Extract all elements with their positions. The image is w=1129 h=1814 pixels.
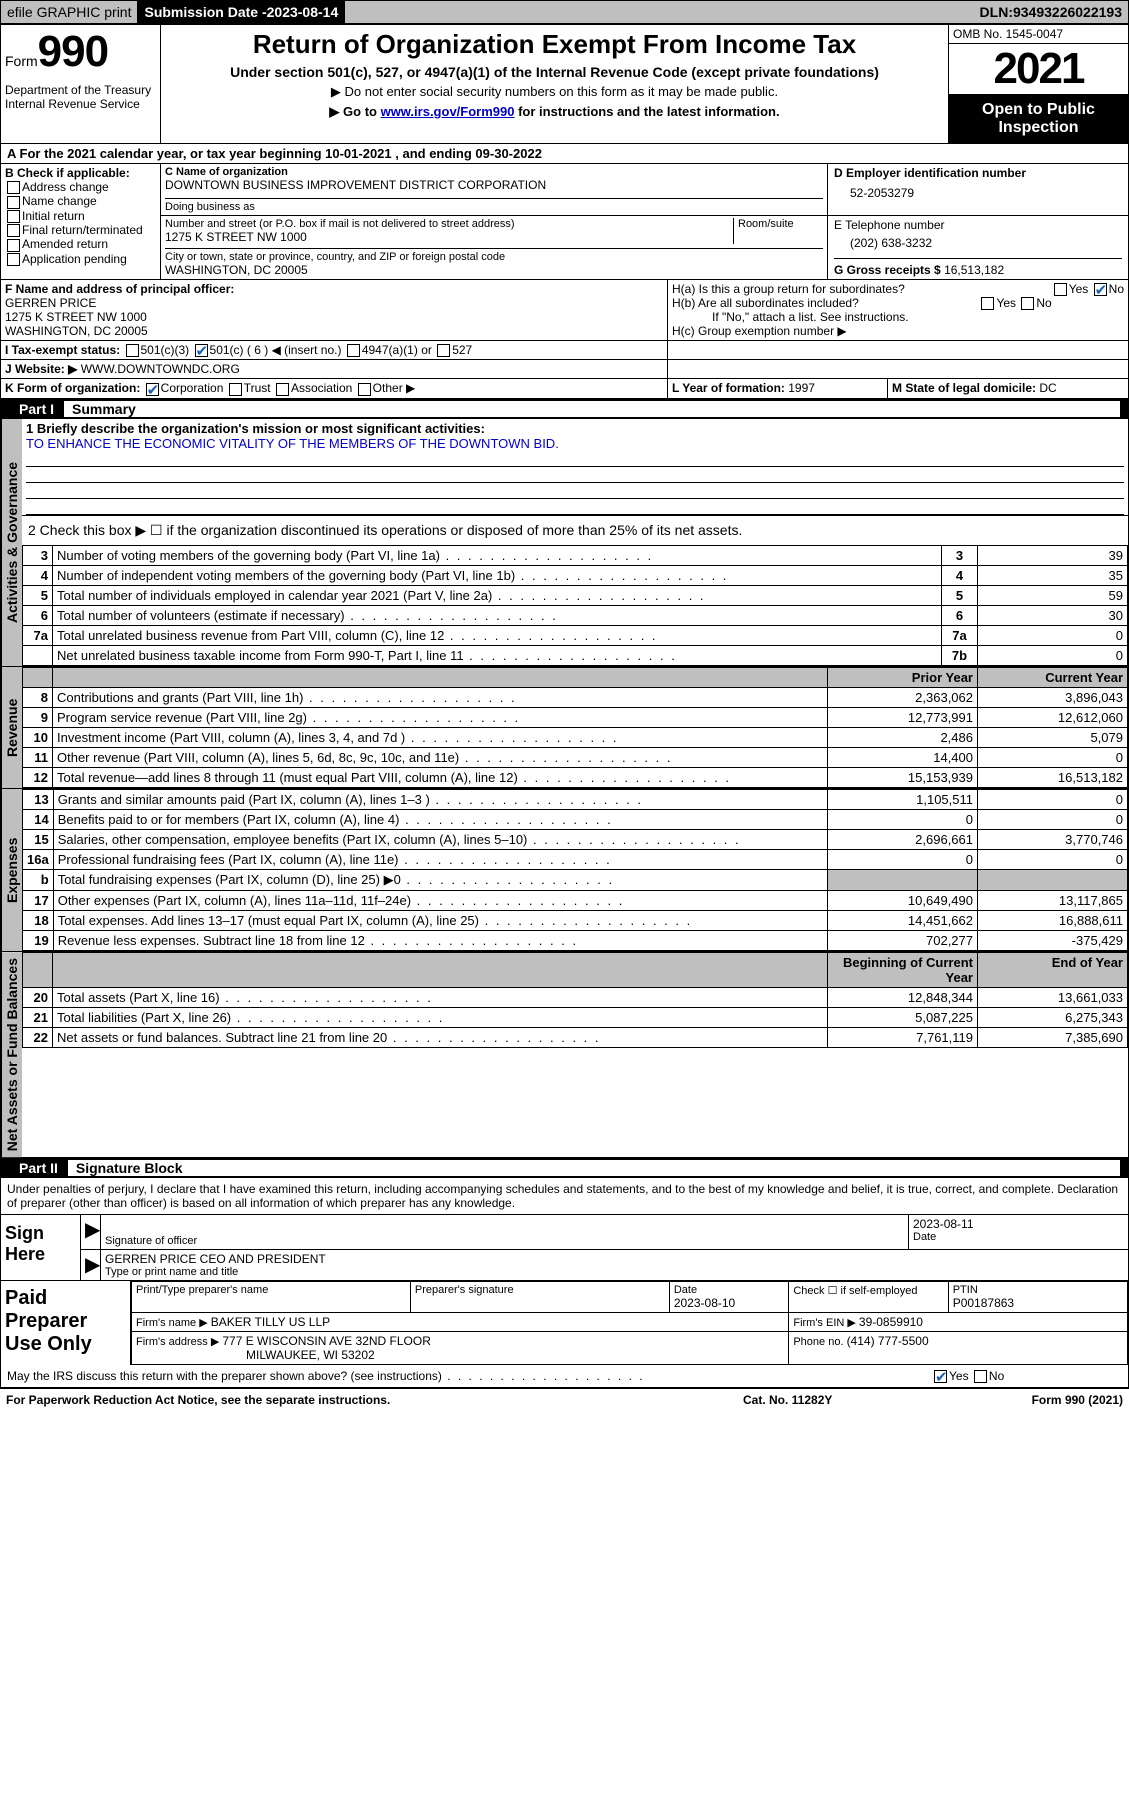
- discuss-irs: May the IRS discuss this return with the…: [1, 1365, 928, 1387]
- revenue-table: Prior Year Current Year 8Contributions a…: [22, 667, 1128, 788]
- vtab-net-assets: Net Assets or Fund Balances: [1, 952, 22, 1157]
- top-bar: efile GRAPHIC print Submission Date - 20…: [0, 0, 1129, 24]
- governance-table: 3Number of voting members of the governi…: [22, 545, 1128, 666]
- row-j-website: J Website: ▶ WWW.DOWNTOWNDC.ORG: [1, 360, 668, 378]
- dln-label: DLN: 93493226022193: [974, 1, 1128, 23]
- box-d-ein: 52-2053279: [834, 180, 1122, 210]
- vtab-activities-governance: Activities & Governance: [1, 419, 22, 666]
- sign-here-label: Sign Here: [1, 1215, 81, 1280]
- net-assets-table: Beginning of Current Year End of Year 20…: [22, 952, 1128, 1048]
- box-e-phone: (202) 638-3232: [834, 232, 1122, 258]
- form-title: Return of Organization Exempt From Incom…: [167, 29, 942, 60]
- box-b-check-applicable: B Check if applicable: Address change Na…: [1, 164, 161, 279]
- page-footer: For Paperwork Reduction Act Notice, see …: [0, 1388, 1129, 1411]
- form-number: 990: [38, 27, 108, 77]
- box-g-gross: G Gross receipts $ 16,513,182: [834, 258, 1122, 277]
- box-e-phone-label: E Telephone number: [834, 218, 1122, 232]
- box-h: H(a) Is this a group return for subordin…: [668, 280, 1128, 340]
- box-f-officer: F Name and address of principal officer:…: [1, 280, 668, 340]
- part-1-header: Part I Summary: [1, 399, 1128, 419]
- form-subtitle-2: ▶ Do not enter social security numbers o…: [167, 84, 942, 100]
- form-990: Form 990 Department of the Treasury Inte…: [0, 24, 1129, 1388]
- expenses-table: 13Grants and similar amounts paid (Part …: [22, 789, 1128, 951]
- form-subtitle-3: ▶ Go to www.irs.gov/Form990 for instruct…: [167, 104, 942, 120]
- irs-link[interactable]: www.irs.gov/Form990: [381, 104, 515, 119]
- form-header: Form 990 Department of the Treasury Inte…: [1, 25, 1128, 144]
- row-m-state: M State of legal domicile: DC: [888, 379, 1128, 397]
- box-c-name: C Name of organization DOWNTOWN BUSINESS…: [161, 164, 828, 215]
- box-c-address: Number and street (or P.O. box if mail i…: [161, 216, 828, 279]
- line-a-tax-year: A For the 2021 calendar year, or tax yea…: [1, 144, 1128, 164]
- row-i-tax-status: I Tax-exempt status: 501(c)(3) 501(c) ( …: [1, 341, 668, 359]
- form-word: Form: [5, 53, 38, 69]
- dept-treasury: Department of the Treasury Internal Reve…: [5, 83, 156, 111]
- submission-date-btn[interactable]: Submission Date - 2023-08-14: [138, 1, 345, 23]
- paid-preparer-label: Paid Preparer Use Only: [1, 1281, 131, 1365]
- form-subtitle-1: Under section 501(c), 527, or 4947(a)(1)…: [167, 64, 942, 80]
- vtab-revenue: Revenue: [1, 667, 22, 788]
- line-1-mission: 1 Briefly describe the organization's mi…: [22, 419, 1128, 516]
- paid-preparer-block: Print/Type preparer's name Preparer's si…: [131, 1281, 1128, 1365]
- part-2-header: Part II Signature Block: [1, 1158, 1128, 1178]
- line-2-discontinued: 2 Check this box ▶ ☐ if the organization…: [22, 516, 1128, 545]
- row-l-year: L Year of formation: 1997: [668, 379, 888, 397]
- vtab-expenses: Expenses: [1, 789, 22, 951]
- box-d-ein-label: D Employer identification number: [834, 166, 1122, 180]
- row-k-form-org: K Form of organization: Corporation Trus…: [1, 379, 668, 397]
- efile-label: efile GRAPHIC print: [1, 1, 138, 23]
- omb-number: OMB No. 1545-0047: [949, 25, 1128, 44]
- open-to-public: Open to Public Inspection: [949, 95, 1128, 143]
- tax-year: 2021: [949, 44, 1128, 95]
- signature-declaration: Under penalties of perjury, I declare th…: [1, 1178, 1128, 1214]
